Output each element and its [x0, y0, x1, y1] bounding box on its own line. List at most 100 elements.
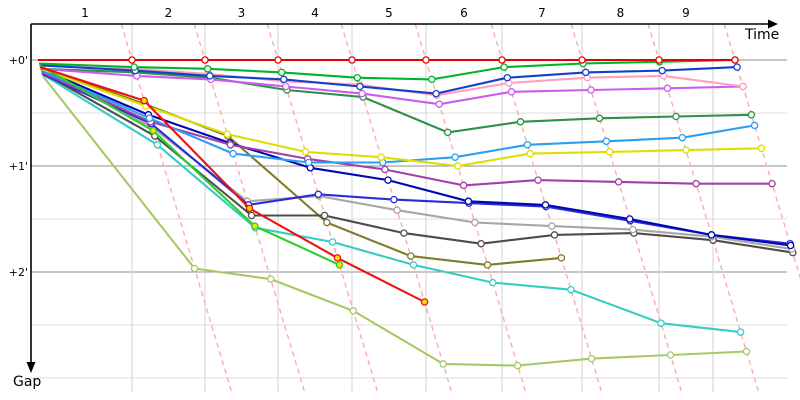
- control-marker-runner-magenta[interactable]: [358, 89, 366, 98]
- control-marker-runner-olive[interactable]: [483, 261, 492, 269]
- control-marker-runner-red[interactable]: [498, 56, 506, 64]
- control-marker-runner-navy[interactable]: [384, 176, 392, 184]
- control-marker-runner-cyan[interactable]: [657, 319, 665, 327]
- control-marker-runner-blue[interactable]: [503, 73, 512, 82]
- control-marker-runner-purple[interactable]: [692, 179, 700, 188]
- series-line-runner-magenta[interactable]: [40, 67, 744, 106]
- control-marker-runner-dodgerblue[interactable]: [304, 158, 313, 167]
- control-marker-runner-darkgreen[interactable]: [672, 112, 680, 121]
- control-marker-runner-olive[interactable]: [323, 218, 331, 227]
- control-marker-runner-blue[interactable]: [733, 63, 741, 71]
- series-line-runner-pink[interactable]: [39, 64, 744, 97]
- control-marker-runner-blue[interactable]: [432, 89, 440, 98]
- control-marker-runner-purple[interactable]: [381, 165, 389, 174]
- control-marker-runner-red2[interactable]: [140, 96, 148, 105]
- control-marker-runner-green[interactable]: [277, 68, 286, 77]
- control-marker-runner-lightgreen[interactable]: [742, 347, 751, 356]
- control-marker-runner-navy[interactable]: [707, 231, 716, 239]
- control-marker-runner-cyan[interactable]: [328, 238, 337, 246]
- control-marker-runner-darkgreen[interactable]: [747, 111, 756, 119]
- control-marker-runner-gray[interactable]: [471, 218, 479, 227]
- series-line-runner-green[interactable]: [39, 58, 736, 81]
- control-marker-runner-navy[interactable]: [786, 241, 795, 250]
- control-marker-runner-red[interactable]: [731, 56, 739, 64]
- control-marker-runner-blue[interactable]: [581, 68, 590, 77]
- control-marker-runner-purple[interactable]: [459, 181, 468, 190]
- control-marker-runner-yellow[interactable]: [605, 148, 614, 156]
- series-line-runner-darkgreen[interactable]: [40, 67, 752, 134]
- control-marker-runner-lime[interactable]: [251, 222, 259, 230]
- series-line-runner-red2[interactable]: [39, 66, 426, 303]
- control-marker-runner-brightblue[interactable]: [390, 195, 398, 204]
- control-marker-runner-red2[interactable]: [420, 298, 429, 306]
- control-marker-runner-gray[interactable]: [393, 206, 401, 214]
- control-marker-runner-olive[interactable]: [407, 252, 415, 260]
- control-marker-runner-red[interactable]: [578, 56, 586, 64]
- control-marker-runner-yellow[interactable]: [223, 130, 232, 138]
- control-marker-runner-purple[interactable]: [226, 141, 235, 149]
- control-marker-runner-magenta[interactable]: [663, 84, 672, 93]
- control-marker-runner-black[interactable]: [550, 231, 559, 239]
- control-marker-runner-green[interactable]: [203, 65, 212, 73]
- control-marker-runner-lime[interactable]: [149, 126, 157, 135]
- control-marker-runner-dodgerblue[interactable]: [678, 133, 687, 142]
- control-marker-runner-navy[interactable]: [625, 215, 634, 223]
- control-marker-runner-yellow[interactable]: [757, 144, 766, 153]
- control-marker-runner-blue[interactable]: [280, 75, 288, 84]
- control-marker-runner-darkgreen[interactable]: [516, 118, 525, 126]
- control-marker-runner-yellow[interactable]: [301, 148, 310, 156]
- control-marker-runner-black[interactable]: [400, 229, 408, 237]
- control-marker-runner-olive[interactable]: [557, 254, 566, 262]
- control-marker-runner-cyan[interactable]: [736, 328, 745, 336]
- control-marker-runner-lightgreen[interactable]: [190, 264, 199, 273]
- control-marker-runner-dodgerblue[interactable]: [523, 141, 532, 149]
- control-marker-runner-lightgreen[interactable]: [587, 354, 596, 363]
- series-line-runner-navy[interactable]: [40, 67, 791, 247]
- series-line-runner-black[interactable]: [41, 71, 793, 254]
- control-marker-runner-magenta[interactable]: [435, 100, 444, 108]
- control-marker-runner-darkgreen[interactable]: [595, 114, 604, 123]
- control-marker-runner-brightblue[interactable]: [314, 190, 323, 199]
- control-marker-runner-red[interactable]: [201, 56, 209, 64]
- control-marker-runner-yellow[interactable]: [377, 153, 385, 161]
- control-marker-runner-blue[interactable]: [206, 72, 214, 80]
- control-marker-runner-red2[interactable]: [333, 254, 342, 262]
- control-marker-runner-red[interactable]: [422, 56, 430, 64]
- control-marker-runner-purple[interactable]: [614, 178, 623, 186]
- control-marker-runner-black[interactable]: [320, 211, 329, 220]
- control-marker-runner-lightgreen[interactable]: [349, 307, 358, 315]
- control-marker-runner-lightgreen[interactable]: [513, 361, 522, 370]
- series-line-runner-blue[interactable]: [39, 64, 738, 95]
- control-marker-runner-black[interactable]: [477, 239, 485, 248]
- control-marker-runner-cyan[interactable]: [567, 285, 575, 294]
- control-marker-runner-red[interactable]: [348, 56, 356, 64]
- control-marker-runner-blue[interactable]: [658, 66, 666, 75]
- control-marker-runner-dodgerblue[interactable]: [750, 121, 759, 130]
- control-marker-runner-yellow[interactable]: [454, 162, 462, 170]
- control-marker-runner-black[interactable]: [247, 211, 256, 220]
- control-marker-runner-purple[interactable]: [768, 179, 776, 188]
- control-marker-runner-green[interactable]: [353, 73, 362, 82]
- control-marker-runner-red[interactable]: [128, 56, 136, 64]
- control-marker-runner-gray[interactable]: [629, 225, 637, 234]
- series-line-runner-yellow[interactable]: [40, 67, 762, 168]
- control-marker-runner-lightgreen[interactable]: [439, 360, 447, 368]
- control-marker-runner-green[interactable]: [428, 75, 436, 84]
- control-marker-runner-lightgreen[interactable]: [666, 351, 675, 359]
- control-marker-runner-yellow[interactable]: [682, 146, 690, 154]
- control-marker-runner-navy[interactable]: [464, 197, 473, 206]
- control-marker-runner-lightgreen[interactable]: [266, 275, 275, 283]
- control-marker-runner-yellow[interactable]: [526, 149, 534, 158]
- control-marker-runner-cyan[interactable]: [409, 261, 418, 269]
- control-marker-runner-cyan[interactable]: [489, 278, 497, 287]
- control-marker-runner-magenta[interactable]: [507, 88, 516, 96]
- control-marker-runner-green[interactable]: [130, 63, 138, 71]
- control-marker-runner-lime[interactable]: [335, 261, 344, 269]
- control-marker-runner-pink[interactable]: [739, 82, 747, 91]
- control-marker-runner-cyan[interactable]: [153, 141, 162, 149]
- series-line-runner-dodgerblue[interactable]: [40, 69, 755, 164]
- control-marker-runner-dodgerblue[interactable]: [451, 153, 459, 161]
- control-marker-runner-magenta[interactable]: [587, 86, 595, 94]
- control-marker-runner-darkgreen[interactable]: [443, 128, 452, 137]
- control-marker-runner-red2[interactable]: [245, 204, 254, 213]
